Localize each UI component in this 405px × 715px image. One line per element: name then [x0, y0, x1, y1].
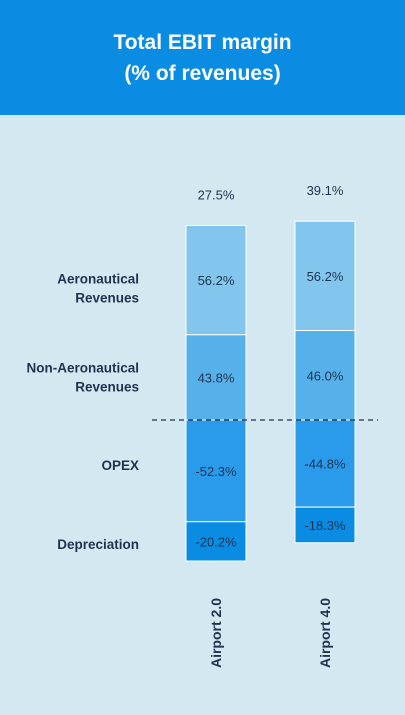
row-label-3-line-0: Depreciation [57, 537, 139, 552]
bar-non_aeronautical-1 [294, 330, 356, 421]
data-label-non_aeronautical-1: 46.0% [307, 368, 344, 383]
bar-depreciation-0 [185, 521, 247, 562]
row-label-0-line-1: Revenues [75, 291, 139, 306]
bar-aeronautical-0 [185, 225, 247, 336]
data-label-opex-0: -52.3% [195, 464, 237, 479]
chart-title-line1: Total EBIT margin [113, 30, 292, 54]
bar-aeronautical-1 [294, 220, 356, 332]
row-label-1-line-0: Non-Aeronautical [26, 361, 139, 376]
data-label-aeronautical-0: 56.2% [198, 273, 235, 288]
data-label-depreciation-0: -20.2% [195, 534, 237, 549]
row-label-0-line-0: Aeronautical [57, 272, 139, 287]
chart-title-line2: (% of revenues) [124, 61, 281, 85]
row-label-1-line-1: Revenues [75, 380, 139, 395]
bar-non_aeronautical-0 [185, 334, 247, 421]
total-label-0: 27.5% [198, 188, 235, 203]
category-label-0: Airport 2.0 [208, 598, 224, 668]
data-label-opex-1: -44.8% [304, 457, 346, 472]
chart-header: Total EBIT margin (% of revenues) [0, 0, 405, 115]
data-label-depreciation-1: -18.3% [304, 518, 346, 533]
total-label-1: 39.1% [307, 183, 344, 198]
data-label-non_aeronautical-0: 43.8% [198, 370, 235, 385]
category-label-1: Airport 4.0 [317, 598, 333, 668]
bar-opex-0 [185, 419, 247, 523]
bar-depreciation-1 [294, 506, 356, 544]
row-label-2-line-0: OPEX [101, 458, 139, 473]
data-label-aeronautical-1: 56.2% [307, 269, 344, 284]
